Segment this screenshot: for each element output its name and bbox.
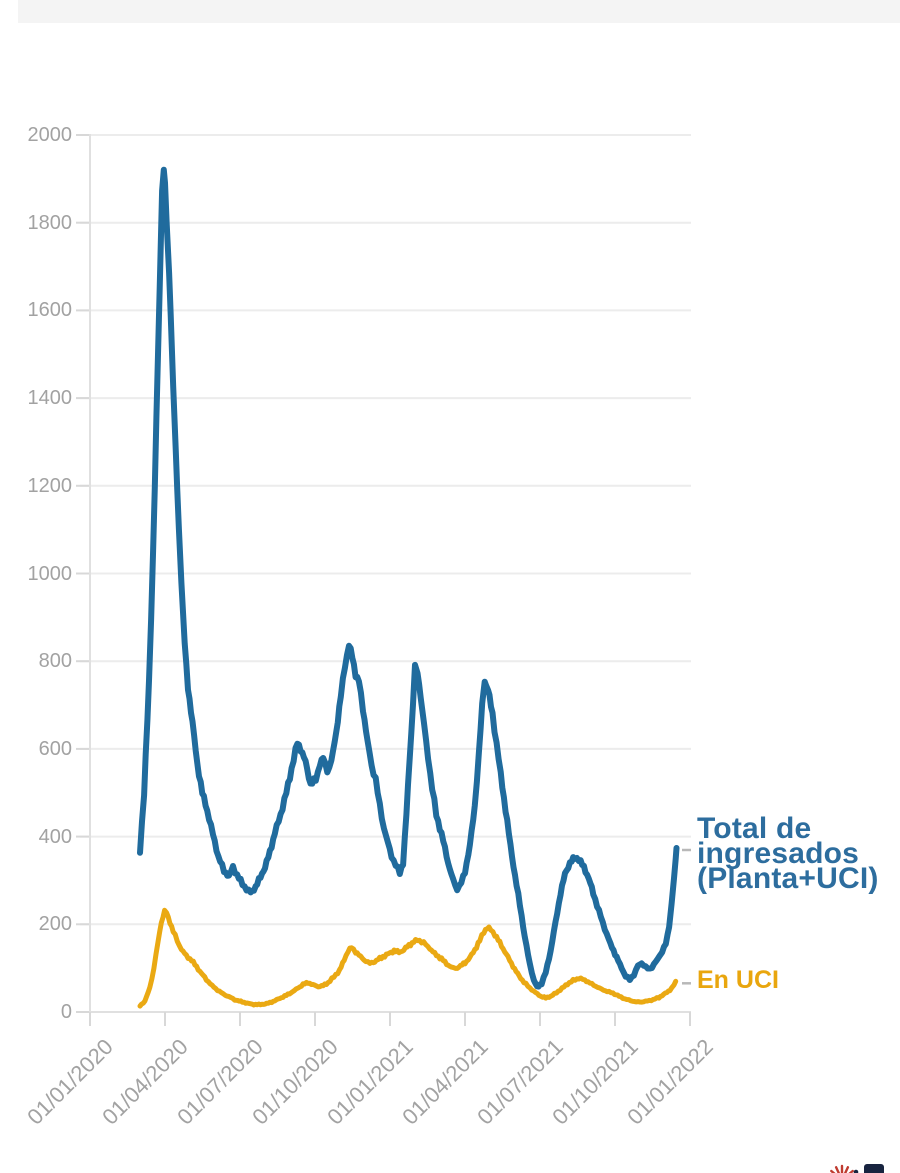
- y-axis-tick-label: 1000: [27, 562, 73, 585]
- y-axis-tick-label: 1200: [27, 474, 73, 497]
- y-axis-tick-label: 200: [38, 913, 72, 936]
- y-axis-tick-label: 1600: [27, 299, 73, 322]
- series-label-total-line2: ingresados: [697, 837, 860, 870]
- footer-logo-dot: [853, 1169, 859, 1173]
- y-axis-tick-label: 0: [60, 1001, 72, 1023]
- series-label-total-ingresados: Total de ingresados (Planta+UCI): [697, 812, 879, 895]
- y-axis-tick-label: 600: [38, 737, 72, 760]
- y-axis-tick-label: 1400: [27, 387, 73, 410]
- series-line-total: [137, 166, 680, 990]
- top-bar: [18, 0, 900, 23]
- series-label-total-line3: (Planta+UCI): [697, 862, 879, 895]
- series-line-uci: [137, 907, 679, 1009]
- y-axis-tick-label: 800: [38, 650, 72, 673]
- y-axis-tick-label: 2000: [27, 124, 73, 146]
- series-label-en-uci: En UCI: [697, 966, 779, 994]
- footer-logo-square: [864, 1164, 884, 1173]
- footer-logo-spark-icon: [830, 1164, 854, 1173]
- y-axis-tick-label: 1800: [27, 211, 73, 234]
- y-axis-tick-label: 400: [38, 825, 72, 848]
- series-label-total-line1: Total de: [697, 812, 812, 845]
